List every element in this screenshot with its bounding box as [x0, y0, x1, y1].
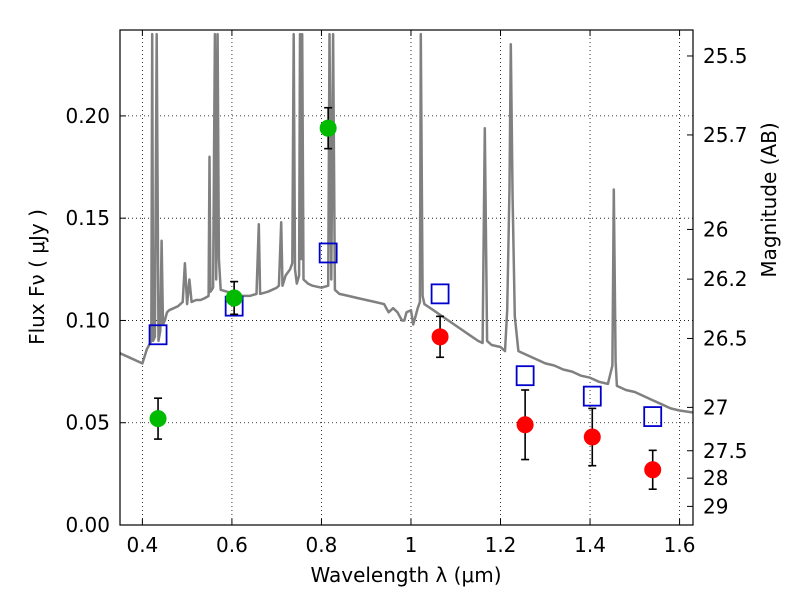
model-flux-square	[148, 324, 168, 346]
model-flux-square	[515, 365, 535, 387]
y-tick-label: 0.15	[65, 206, 110, 230]
plot-frame	[119, 29, 694, 526]
observed-flux-point	[644, 461, 662, 479]
observed-flux-point	[225, 289, 243, 307]
y2-tick-label: 26.2	[703, 267, 748, 291]
y2-tick-label: 25.7	[703, 123, 748, 147]
model-flux-square	[318, 242, 338, 264]
y2-tick-label: 25.5	[703, 44, 748, 68]
x-tick-label: 1	[405, 533, 418, 557]
y-tick-label: 0.05	[65, 411, 110, 435]
axes: 0.4 0.6 0.8 1 1.2 1.4 1.6 0.00 0.05 0.10 0.15 0.20 2…	[65, 30, 748, 557]
y2-tick-label: 27	[703, 395, 728, 419]
y2-tick-label: 26	[703, 217, 728, 241]
observed-flux-point	[149, 410, 167, 428]
x-axis-label: Wavelength λ (μm)	[310, 563, 501, 587]
model-flux-square	[430, 283, 450, 305]
y-tick-label: 0.20	[65, 104, 110, 128]
y2-tick-label: 28	[703, 466, 728, 490]
x-tick-label: 1.6	[664, 533, 696, 557]
y2-tick-label: 29	[703, 494, 728, 518]
model-flux-square	[582, 385, 602, 407]
observed-flux-point	[583, 428, 601, 446]
model-flux-square	[643, 406, 663, 427]
y-tick-label: 0.00	[65, 513, 110, 537]
plot-background	[120, 30, 693, 525]
y-axis-label: Flux Fν ( μJy )	[25, 209, 49, 345]
x-tick-label: 0.4	[126, 533, 158, 557]
observed-flux-point	[319, 119, 337, 137]
observed-flux-point	[431, 328, 449, 346]
y2-axis-label: Magnitude (AB)	[757, 122, 781, 277]
model-spectrum-line	[120, 32, 693, 414]
y-tick-label: 0.10	[65, 308, 110, 332]
y2-tick-label: 26.5	[703, 326, 748, 350]
x-tick-label: 0.6	[216, 533, 248, 557]
x-tick-label: 1.4	[574, 533, 606, 557]
plot-area	[120, 32, 693, 491]
y2-tick-label: 27.5	[703, 439, 748, 463]
observed-flux-point	[516, 416, 534, 434]
x-tick-label: 0.8	[306, 533, 338, 557]
x-tick-label: 1.2	[485, 533, 517, 557]
